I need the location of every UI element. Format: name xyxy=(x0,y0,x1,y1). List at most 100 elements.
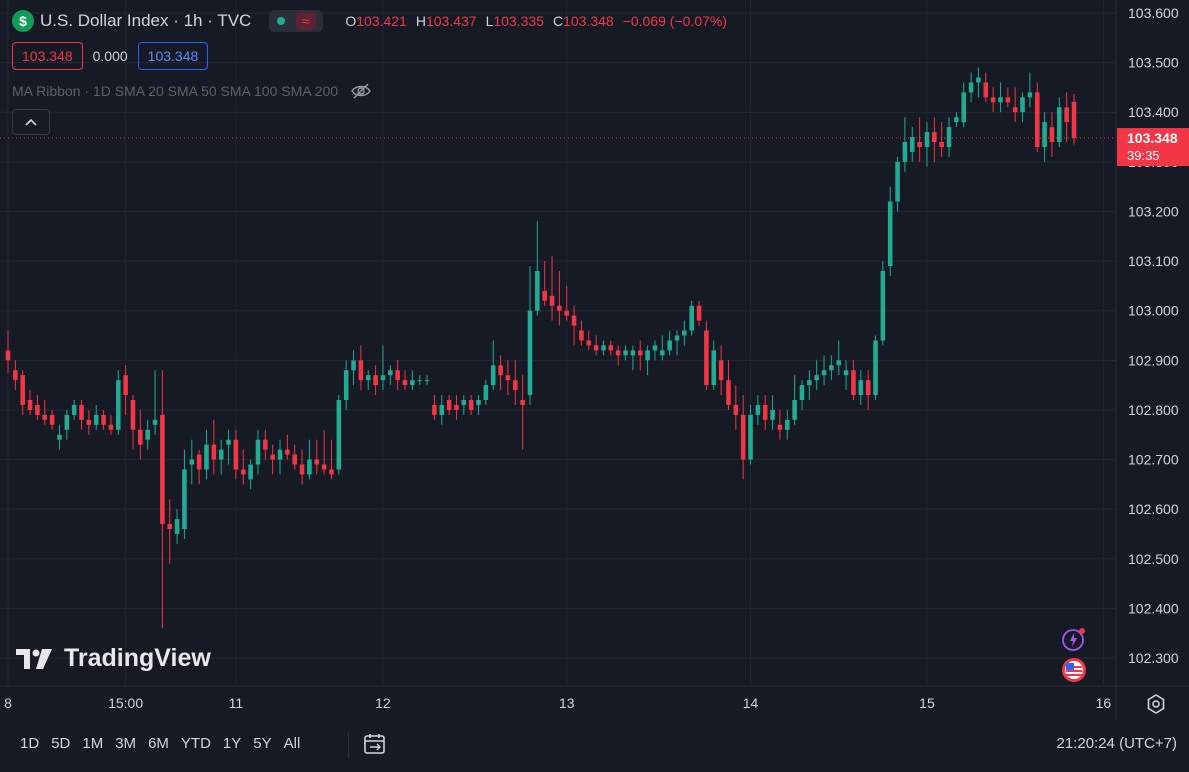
y-tick-label: 102.600 xyxy=(1128,501,1179,517)
lightning-icon[interactable] xyxy=(1061,626,1087,652)
candle-body xyxy=(667,340,672,351)
ohlc-low-value: 103.335 xyxy=(493,13,544,29)
ohlc-high-key: H xyxy=(415,13,426,29)
candle-body xyxy=(917,142,922,147)
y-tick-label: 103.200 xyxy=(1128,203,1179,219)
candle-body xyxy=(476,400,481,405)
candle-body xyxy=(1020,97,1025,113)
candle-body xyxy=(564,310,570,316)
bottom-toolbar: 1D 5D 1M 3M 6M YTD 1Y 5Y All 21:20:24 (U… xyxy=(0,720,1189,772)
candle-body xyxy=(902,142,908,162)
market-status-pill[interactable]: ≈ xyxy=(269,10,324,32)
candle-body xyxy=(424,380,430,382)
candle-body xyxy=(873,340,878,396)
candle-body xyxy=(535,271,540,311)
bar-countdown: 39:35 xyxy=(1127,148,1160,163)
x-tick-label: 15 xyxy=(919,695,935,711)
market-open-dot-icon xyxy=(276,17,285,25)
candle-body xyxy=(814,375,819,381)
candle-body xyxy=(968,82,974,93)
range-5y-button[interactable]: 5Y xyxy=(253,735,272,752)
range-6m-button[interactable]: 6M xyxy=(148,735,169,752)
candle-body xyxy=(946,127,952,147)
candle-body xyxy=(939,142,944,147)
x-tick-label: 8 xyxy=(4,695,12,711)
trade-buttons: 103.348 0.000 103.348 xyxy=(12,42,209,70)
candle-body xyxy=(505,375,511,381)
candle-body xyxy=(1042,122,1047,147)
us-flag-icon[interactable] xyxy=(1061,657,1087,683)
ohlc-open-value: 103.421 xyxy=(356,13,407,29)
candle-body xyxy=(417,380,422,382)
candle-body xyxy=(138,429,143,445)
sell-button[interactable]: 103.348 xyxy=(12,42,83,70)
candle-body xyxy=(520,400,525,405)
collapse-legend-button[interactable] xyxy=(12,109,50,135)
range-1y-button[interactable]: 1Y xyxy=(222,735,242,752)
indicator-legend[interactable]: MA Ribbon · 1D SMA 20 SMA 50 SMA 100 SMA… xyxy=(12,82,372,100)
y-tick-label: 102.800 xyxy=(1128,402,1179,418)
candle-body xyxy=(292,454,297,465)
candle-body xyxy=(145,429,150,440)
candle-body xyxy=(64,414,70,430)
candle-body xyxy=(285,449,290,455)
candle-body xyxy=(954,117,959,123)
candle-body xyxy=(932,132,937,142)
range-all-button[interactable]: All xyxy=(283,735,301,752)
candle-body xyxy=(388,370,393,376)
y-tick-label: 103.500 xyxy=(1128,55,1179,71)
calendar-range-icon[interactable] xyxy=(362,732,388,756)
candle-body xyxy=(380,375,386,381)
candle-body xyxy=(660,350,665,356)
x-tick-label: 12 xyxy=(375,695,391,711)
candle-body xyxy=(829,365,834,371)
candle-body xyxy=(557,305,562,311)
y-tick-label: 102.900 xyxy=(1128,352,1179,368)
y-tick-label: 103.400 xyxy=(1128,104,1179,120)
candle-body xyxy=(299,464,305,475)
candle-body xyxy=(836,360,842,366)
buy-button[interactable]: 103.348 xyxy=(137,42,209,70)
candle-body xyxy=(336,400,342,470)
candle-body xyxy=(821,370,827,376)
candle-body xyxy=(270,454,275,460)
symbol-title[interactable]: U.S. Dollar Index · 1h · TVC xyxy=(40,11,252,30)
candle-body xyxy=(770,409,775,420)
candle-body xyxy=(5,350,11,361)
eye-off-icon[interactable] xyxy=(350,82,372,100)
tradingview-watermark[interactable]: TradingView xyxy=(16,644,211,673)
candle-body xyxy=(1071,101,1077,139)
candle-body xyxy=(211,444,217,460)
candle-body xyxy=(130,400,136,430)
range-ytd-button[interactable]: YTD xyxy=(180,735,211,752)
candle-body xyxy=(233,439,239,470)
dollar-icon[interactable]: $ xyxy=(12,10,34,32)
candle-body xyxy=(196,454,202,470)
last-price-label xyxy=(1117,128,1189,167)
range-1m-button[interactable]: 1M xyxy=(82,735,104,752)
candle-body xyxy=(468,400,474,410)
candle-body xyxy=(321,464,327,470)
x-tick-label: 11 xyxy=(229,695,244,711)
candle-body xyxy=(601,345,606,351)
candle-body xyxy=(439,404,445,415)
range-5d-button[interactable]: 5D xyxy=(51,735,71,752)
candle-body xyxy=(255,439,261,465)
candle-body xyxy=(343,370,349,400)
candle-body xyxy=(20,375,25,405)
candle-body xyxy=(204,444,209,470)
timezone-clock[interactable]: 21:20:24 (UTC+7) xyxy=(1056,735,1177,752)
indicator-label[interactable]: MA Ribbon · 1D SMA 20 SMA 50 SMA 100 SMA… xyxy=(12,83,339,99)
candle-body xyxy=(49,414,55,425)
ohlc-close-value: 103.348 xyxy=(563,13,614,29)
candle-body xyxy=(718,360,724,381)
candle-body xyxy=(579,330,584,341)
range-1d-button[interactable]: 1D xyxy=(20,735,40,752)
ohlc-low-key: L xyxy=(485,13,494,29)
range-3m-button[interactable]: 3M xyxy=(115,735,137,752)
candle-body xyxy=(174,519,180,534)
candle-body xyxy=(454,404,459,410)
gear-icon[interactable] xyxy=(1146,694,1166,714)
price-change: −0.069 (−0.07%) xyxy=(622,13,727,29)
